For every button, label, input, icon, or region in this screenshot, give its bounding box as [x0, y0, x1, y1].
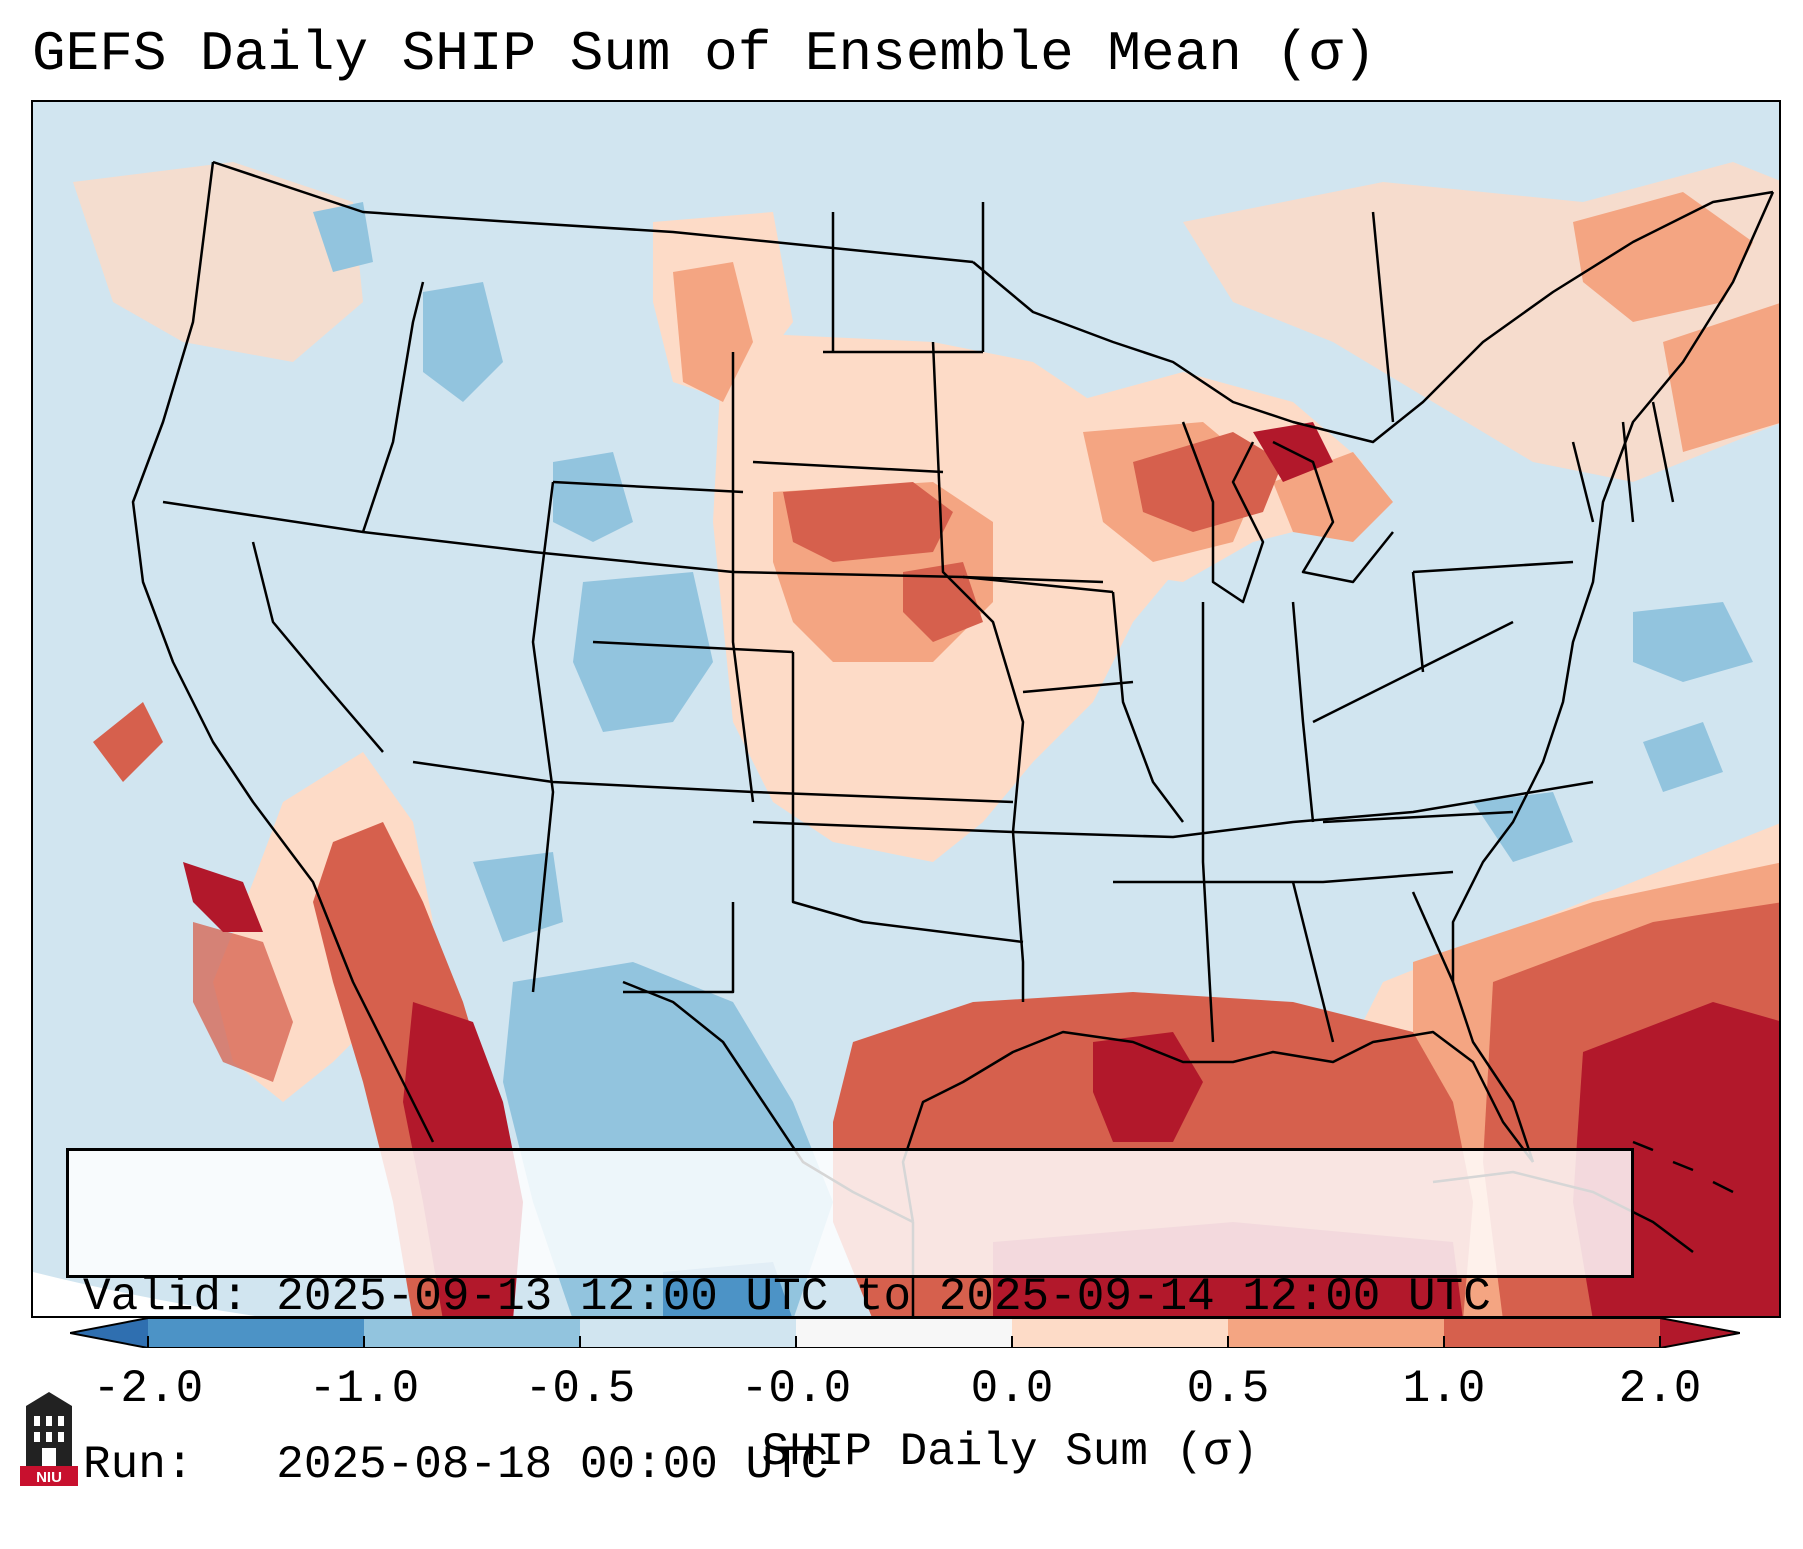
run-time-text: Run: 2025-08-18 00:00 UTC — [83, 1439, 829, 1491]
niu-logo: NIU — [20, 1392, 78, 1486]
colorbar-bin-1-2 — [1444, 1318, 1660, 1348]
map-panel[interactable] — [31, 100, 1781, 1318]
colorbar-tick-label: 2.0 — [1618, 1363, 1702, 1415]
colorbar-bin-n1-n05 — [364, 1318, 580, 1348]
colorbar-tick-label: -0.5 — [524, 1363, 636, 1415]
map-corner-left — [33, 1272, 256, 1316]
chart-title: GEFS Daily SHIP Sum of Ensemble Mean (σ) — [32, 22, 1377, 86]
colorbar-tick-label: 0.0 — [970, 1363, 1054, 1415]
colorbar-tick-label: -2.0 — [92, 1363, 204, 1415]
political-boundaries — [131, 160, 1775, 1316]
colorbar-bin-n2-n1 — [148, 1318, 364, 1348]
map-svg — [33, 102, 1779, 1316]
colorbar-tick-label: -1.0 — [308, 1363, 420, 1415]
colorbar-tick-label: 1.0 — [1402, 1363, 1486, 1415]
colorbar-axis-label: SHIP Daily Sum (σ) — [761, 1426, 1259, 1478]
colorbar — [70, 1318, 1740, 1348]
valid-run-info-box: Valid: 2025-09-13 12:00 UTC to 2025-09-1… — [66, 1148, 1634, 1491]
logo-text: NIU — [36, 1469, 62, 1486]
colorbar-bin-05-1 — [1228, 1318, 1444, 1348]
colorbar-tick-label: -0.0 — [740, 1363, 852, 1415]
colorbar-bin-zero — [796, 1318, 1012, 1348]
colorbar-tick-label: 0.5 — [1186, 1363, 1270, 1415]
colorbar-extend-low — [70, 1318, 148, 1348]
colorbar-bin-n05-0 — [580, 1318, 796, 1348]
colorbar-extend-high — [1660, 1318, 1740, 1348]
colorbar-bin-0-05 — [1012, 1318, 1228, 1348]
colorbar-tick-marks — [147, 1336, 1661, 1348]
valid-time-text: Valid: 2025-09-13 12:00 UTC to 2025-09-1… — [83, 1271, 1491, 1323]
